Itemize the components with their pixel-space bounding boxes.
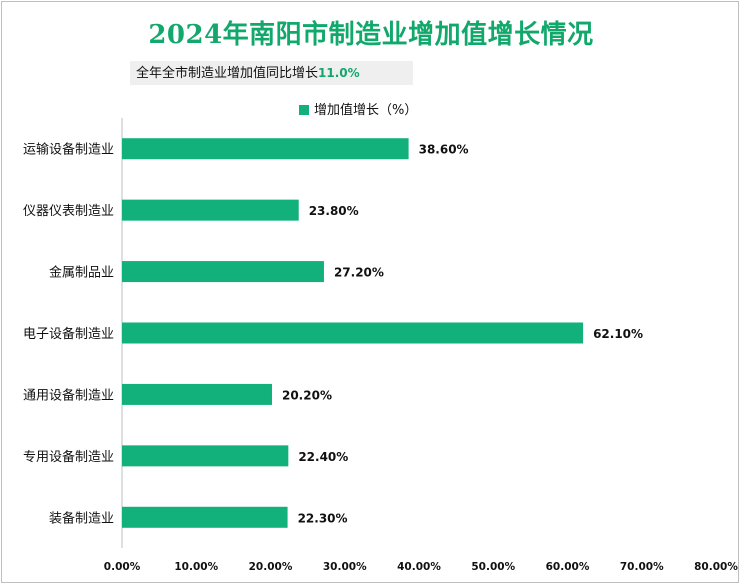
bar-0 — [122, 138, 409, 160]
chart-title: 2024年南阳市制造业增加值增长情况 — [148, 20, 594, 50]
x-tick-label-4: 40.00% — [397, 561, 441, 573]
category-label-4: 通用设备制造业 — [23, 387, 114, 403]
data-label-0: 38.60% — [419, 143, 469, 157]
subtitle-label: 全年全市制造业增加值同比增长 — [136, 66, 319, 81]
data-label-6: 22.30% — [298, 511, 348, 525]
data-label-3: 62.10% — [593, 327, 643, 341]
x-tick-label-6: 60.00% — [546, 561, 590, 573]
x-tick-label-0: 0.00% — [104, 561, 141, 573]
category-label-2: 金属制品业 — [49, 265, 114, 281]
x-tick-label-8: 80.00% — [694, 561, 738, 573]
category-label-6: 装备制造业 — [49, 510, 114, 526]
subtitle-box: 全年全市制造业增加值同比增长11.0% — [130, 61, 413, 85]
data-label-2: 27.20% — [334, 266, 384, 280]
x-tick-label-1: 10.00% — [174, 561, 218, 573]
data-label-1: 23.80% — [309, 204, 359, 218]
bar-6 — [122, 506, 288, 528]
subtitle-value: 11.0% — [318, 66, 360, 80]
legend-swatch — [299, 105, 309, 115]
bar-3 — [122, 322, 584, 344]
category-label-5: 专用设备制造业 — [23, 449, 114, 465]
x-tick-label-2: 20.00% — [249, 561, 293, 573]
bar-2 — [122, 261, 324, 283]
legend-label: 增加值增长（%） — [314, 103, 418, 118]
category-label-0: 运输设备制造业 — [23, 142, 114, 158]
bar-4 — [122, 383, 272, 405]
data-label-5: 22.40% — [298, 450, 348, 464]
bar-1 — [122, 199, 299, 221]
bar-5 — [122, 445, 289, 467]
category-label-1: 仪器仪表制造业 — [23, 204, 114, 219]
x-tick-label-5: 50.00% — [471, 561, 515, 573]
legend: 增加值增长（%） — [299, 102, 417, 120]
x-tick-label-3: 30.00% — [323, 561, 367, 573]
data-label-4: 20.20% — [282, 388, 332, 402]
x-tick-label-7: 70.00% — [620, 561, 664, 573]
category-label-3: 电子设备制造业 — [23, 326, 114, 342]
